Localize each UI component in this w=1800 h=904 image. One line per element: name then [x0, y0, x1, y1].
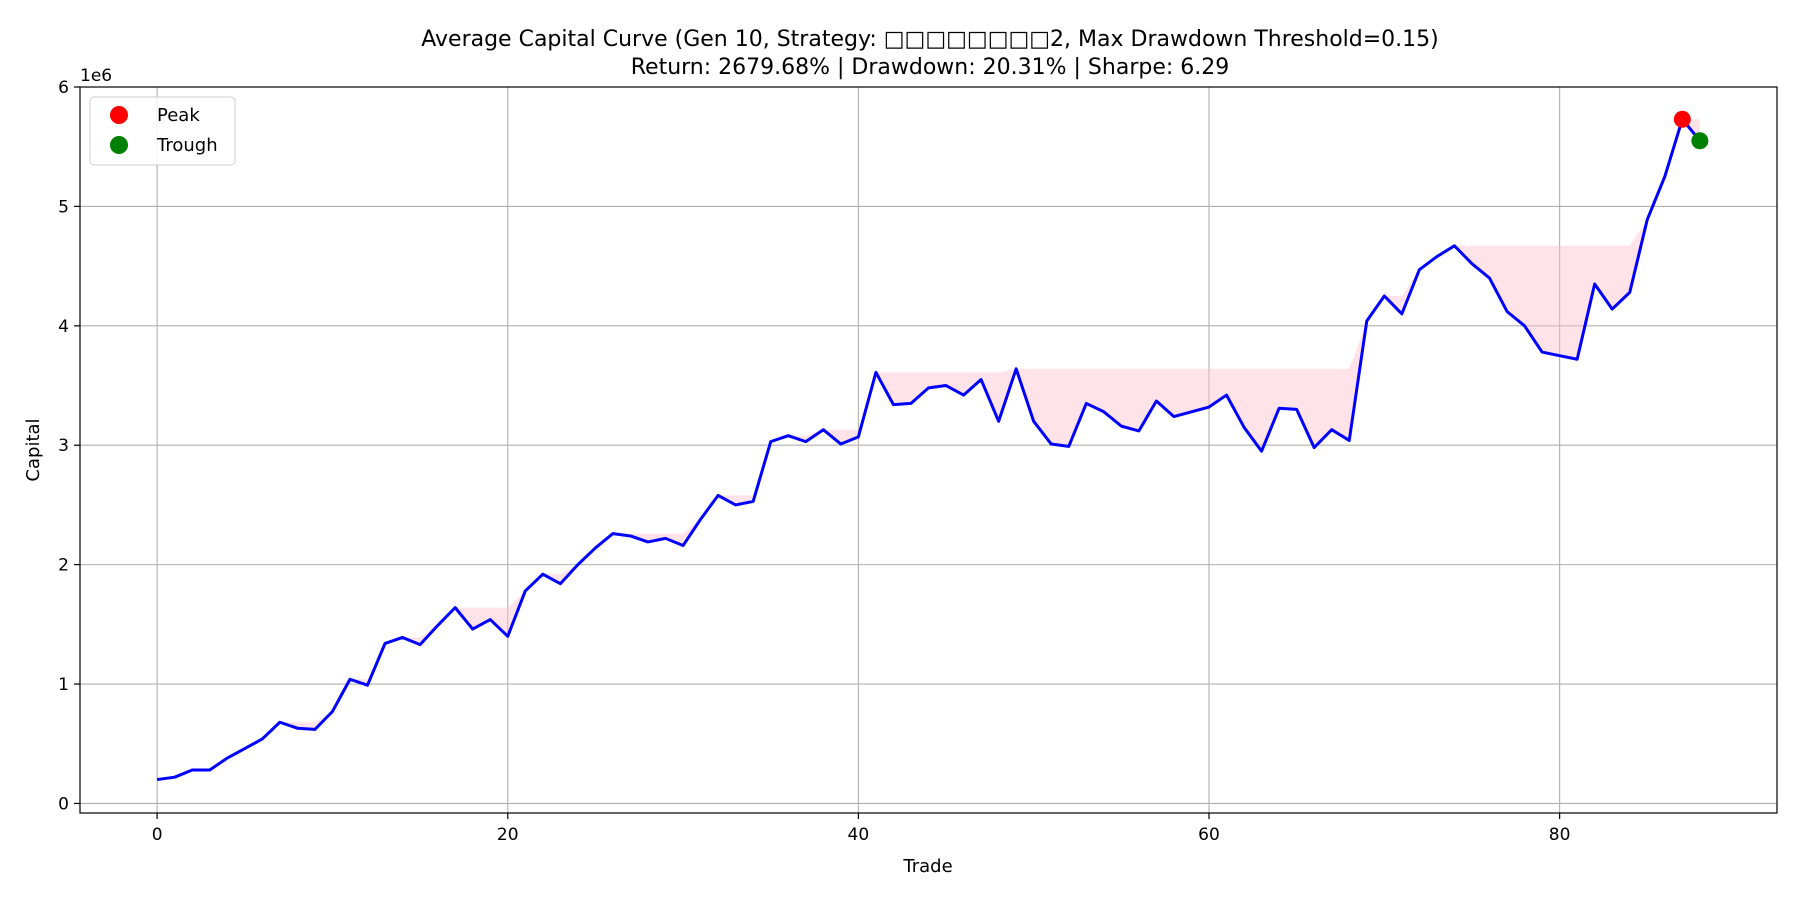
y-tick-label: 2 — [58, 556, 69, 576]
legend-trough-label: Trough — [156, 135, 218, 156]
chart-title: Average Capital Curve (Gen 10, Strategy:… — [421, 27, 1439, 52]
chart-subtitle: Return: 2679.68% | Drawdown: 20.31% | Sh… — [631, 55, 1230, 80]
x-tick-label: 40 — [848, 825, 870, 845]
y-tick-label: 0 — [58, 794, 69, 814]
y-tick-label: 3 — [58, 436, 69, 456]
y-axis-offset-label: 1e6 — [80, 66, 112, 86]
peak-marker — [1673, 110, 1691, 128]
legend-peak-label: Peak — [157, 105, 200, 126]
series-line-layer — [156, 117, 1702, 782]
y-axis-ticks: 0 1 2 3 4 5 6 — [58, 78, 80, 814]
x-axis-ticks: 0 20 40 60 80 — [152, 813, 1571, 845]
y-tick-label: 6 — [58, 78, 69, 98]
capital-series-line — [156, 117, 1702, 782]
plot-frame — [79, 86, 1778, 814]
x-tick-label: 0 — [152, 825, 163, 845]
marker-layer — [1673, 110, 1709, 150]
legend-trough-marker — [110, 136, 128, 154]
x-tick-label: 80 — [1549, 825, 1571, 845]
y-tick-label: 5 — [58, 197, 69, 217]
y-tick-label: 4 — [58, 317, 69, 337]
x-axis-label: Trade — [902, 856, 952, 877]
y-tick-label: 1 — [58, 675, 69, 695]
x-tick-label: 20 — [497, 825, 519, 845]
chart-legend: Peak Trough — [89, 96, 236, 166]
trough-marker — [1691, 132, 1709, 150]
legend-peak-marker — [110, 106, 128, 124]
y-axis-label: Capital — [23, 418, 44, 481]
x-tick-label: 60 — [1198, 825, 1220, 845]
